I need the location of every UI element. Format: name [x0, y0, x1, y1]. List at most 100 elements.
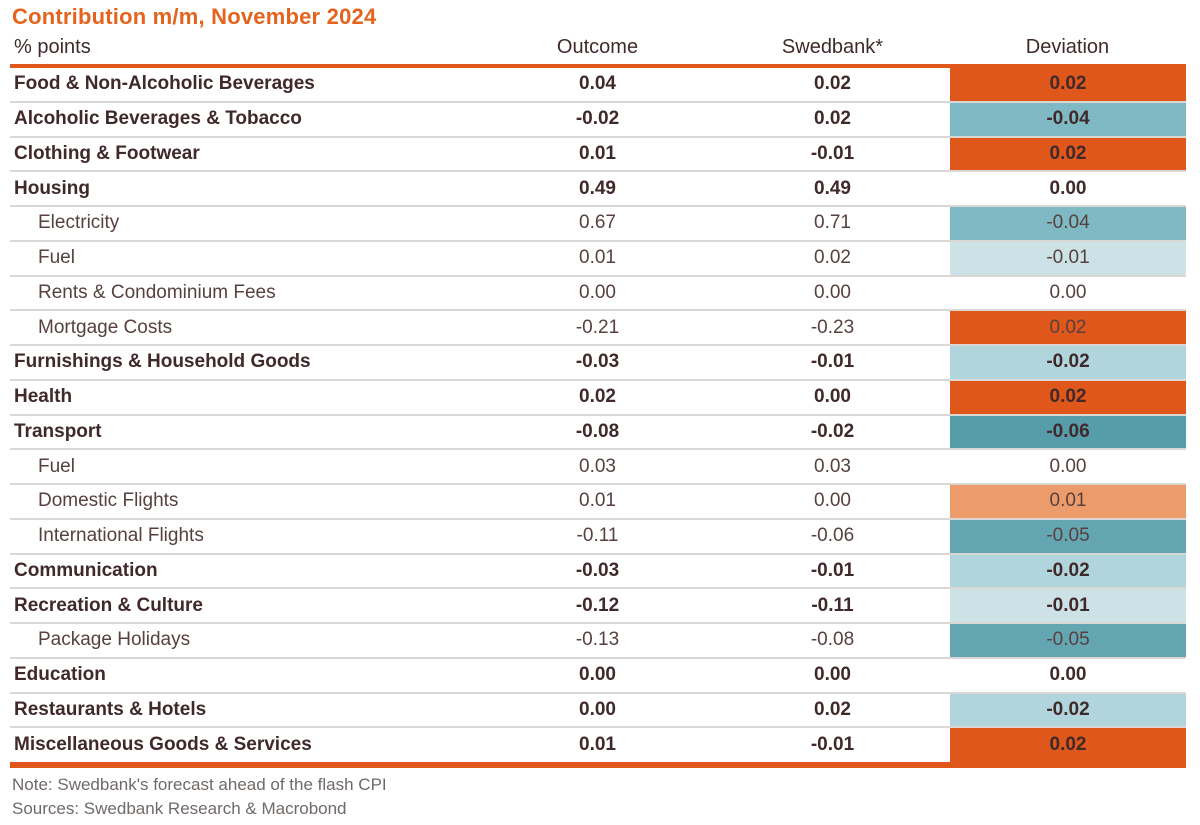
- swedbank-value: 0.00: [814, 490, 851, 512]
- swedbank-value: 0.00: [814, 664, 851, 686]
- swedbank-value: -0.11: [811, 594, 854, 616]
- row-label: International Flights: [38, 525, 204, 547]
- row-label: Communication: [14, 559, 158, 581]
- row-label-cell: Furnishings & Household Goods: [10, 346, 480, 379]
- row-label: Rents & Condominium Fees: [38, 281, 276, 303]
- row-label: Clothing & Footwear: [14, 142, 200, 164]
- outcome-value: 0.49: [579, 177, 616, 199]
- swedbank-value: -0.02: [810, 420, 855, 442]
- swedbank-value: 0.00: [814, 281, 851, 303]
- swedbank-value: -0.01: [810, 142, 855, 164]
- row-label: Fuel: [38, 247, 75, 269]
- outcome-value: 0.01: [579, 142, 616, 164]
- row-label-cell: Restaurants & Hotels: [10, 694, 480, 727]
- deviation-value: 0.02: [950, 311, 1186, 344]
- contribution-table: % points Outcome Swedbank* Deviation Foo…: [10, 34, 1186, 769]
- table-row: Restaurants & Hotels 0.00 0.02 -0.02: [10, 693, 1186, 729]
- column-header-swedbank: Swedbank*: [781, 36, 884, 58]
- column-header-outcome: Outcome: [556, 36, 639, 58]
- table-row: Rents & Condominium Fees 0.00 0.00 0.00: [10, 277, 1186, 312]
- deviation-value: 0.00: [1049, 177, 1087, 199]
- outcome-value: 0.02: [579, 386, 616, 408]
- swedbank-value: -0.06: [810, 525, 855, 547]
- row-label-cell: Education: [10, 659, 480, 692]
- row-label: Food & Non-Alcoholic Beverages: [14, 73, 315, 95]
- swedbank-value: -0.23: [810, 316, 855, 338]
- swedbank-value: -0.01: [810, 351, 855, 373]
- outcome-value: -0.03: [575, 559, 620, 581]
- table-row: Fuel 0.03 0.03 0.00: [10, 450, 1186, 485]
- outcome-value: -0.12: [575, 594, 620, 616]
- row-label: Miscellaneous Goods & Services: [14, 734, 312, 756]
- deviation-value: -0.01: [950, 589, 1186, 622]
- table-row: Package Holidays -0.13 -0.08 -0.05: [10, 624, 1186, 659]
- outcome-value: 0.00: [579, 664, 616, 686]
- table-row: Miscellaneous Goods & Services 0.01 -0.0…: [10, 728, 1186, 763]
- outcome-value: -0.08: [575, 420, 620, 442]
- swedbank-value: 0.03: [814, 455, 851, 477]
- row-label-cell: Rents & Condominium Fees: [10, 277, 480, 310]
- swedbank-value: 0.49: [814, 177, 851, 199]
- deviation-value: -0.04: [950, 102, 1186, 136]
- row-label: Package Holidays: [38, 629, 191, 651]
- row-label-cell: Alcoholic Beverages & Tobacco: [10, 103, 480, 136]
- row-label: Mortgage Costs: [38, 316, 173, 338]
- outcome-value: -0.21: [575, 316, 620, 338]
- deviation-value: 0.01: [950, 485, 1186, 518]
- deviation-value: -0.05: [950, 519, 1186, 553]
- table-row: Domestic Flights 0.01 0.00 0.01: [10, 485, 1186, 520]
- table-row: Education 0.00 0.00 0.00: [10, 659, 1186, 694]
- deviation-value: -0.05: [950, 624, 1186, 657]
- row-label: Transport: [14, 420, 102, 442]
- row-label-cell: Mortgage Costs: [10, 311, 480, 344]
- outcome-value: 0.03: [579, 455, 616, 477]
- figure-title: Contribution m/m, November 2024: [12, 4, 377, 29]
- table-row: International Flights -0.11 -0.06 -0.05: [10, 519, 1186, 555]
- deviation-value: 0.00: [1049, 664, 1087, 686]
- row-label-cell: Food & Non-Alcoholic Beverages: [10, 68, 480, 101]
- deviation-value: -0.01: [950, 241, 1186, 275]
- footnotes: Note: Swedbank's forecast ahead of the f…: [12, 773, 1200, 820]
- row-label-cell: Miscellaneous Goods & Services: [10, 728, 480, 762]
- row-label: Electricity: [38, 212, 120, 234]
- deviation-value: 0.02: [950, 68, 1186, 101]
- swedbank-value: -0.01: [810, 559, 855, 581]
- deviation-value: -0.04: [950, 207, 1186, 240]
- swedbank-value: 0.02: [814, 73, 851, 95]
- row-label-cell: Communication: [10, 555, 480, 588]
- table-row: Food & Non-Alcoholic Beverages 0.04 0.02…: [10, 68, 1186, 103]
- deviation-value: -0.06: [950, 415, 1186, 449]
- sources-line: Sources: Swedbank Research & Macrobond: [12, 798, 347, 818]
- table-row: Housing 0.49 0.49 0.00: [10, 172, 1186, 207]
- outcome-value: 0.04: [579, 73, 616, 95]
- table-row: Health 0.02 0.00 0.02: [10, 380, 1186, 416]
- table-row: Electricity 0.67 0.71 -0.04: [10, 207, 1186, 242]
- row-label: Health: [14, 386, 73, 408]
- row-label-cell: Transport: [10, 416, 480, 449]
- swedbank-value: -0.08: [810, 629, 855, 651]
- row-label: Housing: [14, 177, 90, 199]
- outcome-value: 0.00: [579, 698, 616, 720]
- row-label-cell: Health: [10, 381, 480, 414]
- row-label: Domestic Flights: [38, 490, 179, 512]
- deviation-value: 0.00: [1049, 455, 1087, 477]
- deviation-value: -0.02: [950, 554, 1186, 588]
- row-label-cell: International Flights: [10, 520, 480, 553]
- outcome-value: 0.01: [579, 490, 616, 512]
- table-body: Food & Non-Alcoholic Beverages 0.04 0.02…: [10, 68, 1186, 763]
- row-label: Restaurants & Hotels: [14, 698, 207, 720]
- outcome-value: 0.01: [579, 734, 616, 756]
- table-row: Communication -0.03 -0.01 -0.02: [10, 554, 1186, 590]
- swedbank-value: 0.02: [814, 108, 851, 130]
- deviation-value: -0.02: [950, 346, 1186, 379]
- row-label: Fuel: [38, 455, 75, 477]
- table-row: Alcoholic Beverages & Tobacco -0.02 0.02…: [10, 102, 1186, 138]
- note-line: Note: Swedbank's forecast ahead of the f…: [12, 775, 387, 795]
- table-row: Fuel 0.01 0.02 -0.01: [10, 241, 1186, 277]
- swedbank-value: 0.71: [814, 212, 851, 234]
- deviation-value: 0.02: [950, 728, 1186, 763]
- row-label: Education: [14, 664, 106, 686]
- row-label-cell: Domestic Flights: [10, 485, 480, 518]
- deviation-value: 0.00: [1049, 281, 1087, 303]
